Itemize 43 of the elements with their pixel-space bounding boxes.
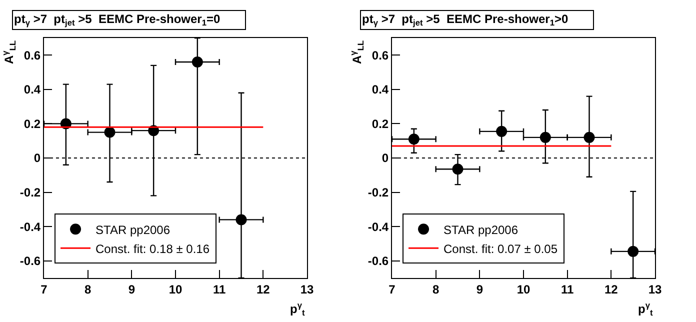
x-tick-label: 13: [648, 282, 662, 296]
x-tick-label: 12: [256, 282, 270, 296]
x-tick-label: 7: [40, 282, 48, 296]
legend-label: STAR pp2006: [444, 222, 518, 237]
y-tick-label: -0.2: [368, 185, 389, 200]
y-tick-label: 0: [34, 151, 41, 166]
x-tick-label: 9: [128, 282, 136, 296]
x-tick-label: 9: [476, 282, 484, 296]
y-tick-label: 0.2: [24, 116, 41, 131]
y-tick-label: -0.4: [20, 220, 41, 234]
y-tick-label: 0: [382, 151, 389, 166]
point: [540, 132, 551, 143]
legend-label: Const. fit: 0.07 ± 0.05: [444, 242, 558, 256]
point: [408, 134, 420, 145]
x-tick-label: 12: [604, 282, 618, 296]
x-tick-label: 13: [300, 282, 314, 296]
y-tick-label: 0.2: [372, 116, 389, 131]
x-tick-label: 8: [432, 282, 440, 296]
y-tick-label: -0.4: [368, 220, 389, 234]
point: [104, 126, 116, 138]
point: [192, 56, 203, 68]
y-tick-label: 0.4: [372, 82, 389, 97]
x-tick-label: 8: [84, 282, 92, 296]
x-tick-label: 11: [212, 282, 226, 296]
chart-title: pt$_{γ}$ >7 pt$_{jet}$ >5 EEMC Pre-shower$_{1}$=0: [14, 12, 221, 28]
point: [628, 246, 639, 257]
y-tick-label: -0.6: [368, 254, 389, 268]
x-tick-label: 10: [516, 282, 530, 296]
y-tick-label: 0.6: [24, 48, 41, 62]
legend-label: Const. fit: 0.18 ± 0.16: [96, 242, 210, 256]
y-tick-label: -0.6: [20, 254, 41, 268]
point: [496, 126, 508, 137]
point: [236, 214, 247, 226]
legend-label: STAR pp2006: [96, 222, 170, 237]
x-tick-label: 10: [168, 282, 182, 296]
y-tick-label: -0.2: [20, 185, 41, 200]
chart-title: pt$_{γ}$ >7 pt$_{jet}$ >5 EEMC Pre-shower$_{1}$>0: [362, 12, 569, 28]
point: [584, 132, 595, 143]
x-tick-label: 11: [560, 282, 574, 296]
x-tick-label: 7: [388, 282, 396, 296]
y-tick-label: 0.6: [372, 48, 389, 62]
y-tick-label: 0.4: [24, 82, 41, 97]
point: [452, 164, 464, 175]
